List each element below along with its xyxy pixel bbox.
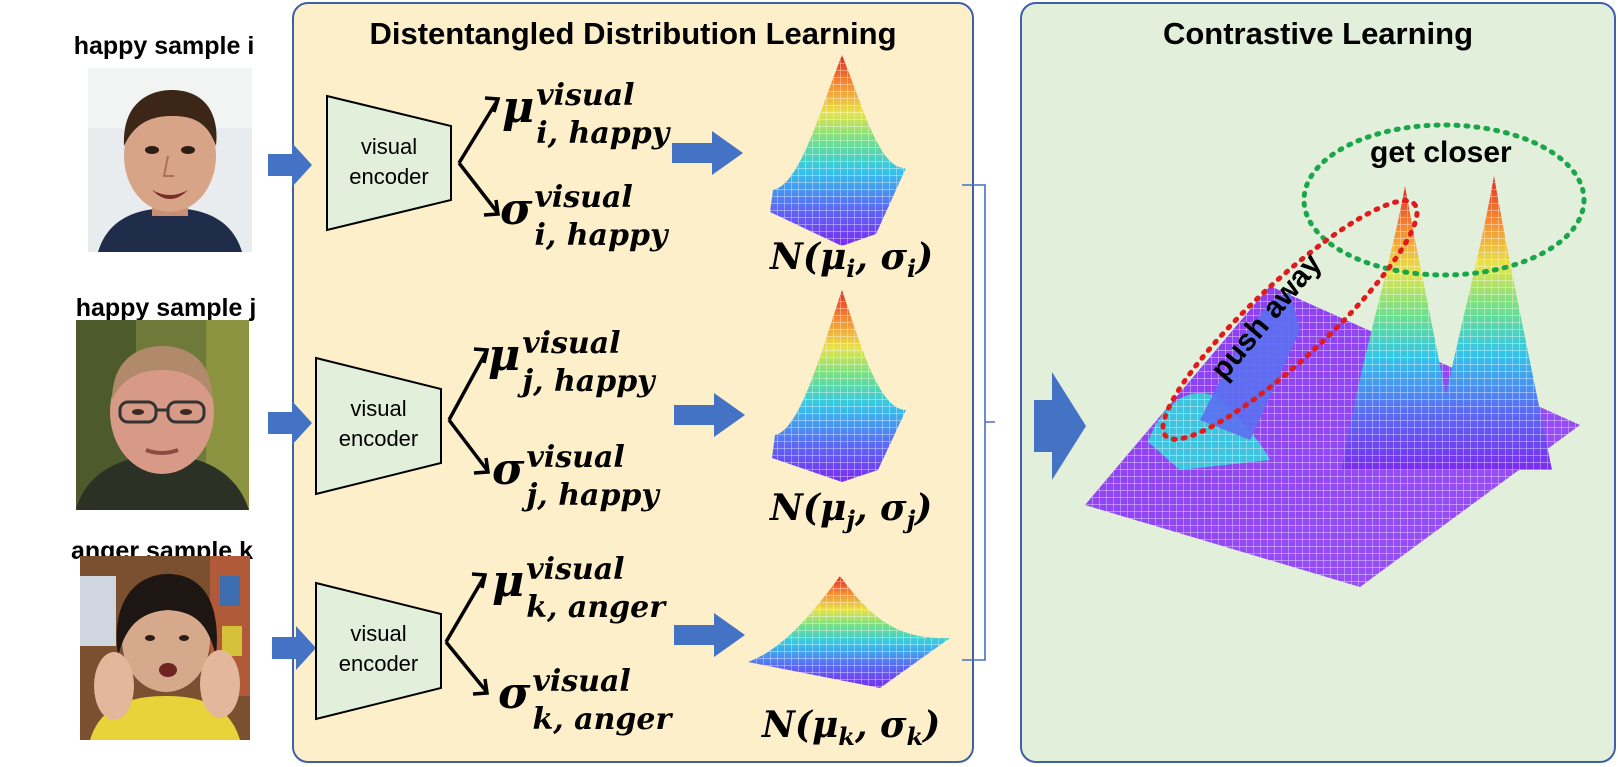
sigma-superscript: visual [526, 440, 625, 475]
contrastive-surface [1085, 176, 1580, 587]
arrow-to-distribution-j [674, 393, 745, 437]
visual-encoder-k-shape [315, 581, 442, 721]
encoder-label-line1: visual [350, 396, 407, 421]
sigma-formula-i: σ visual i, happy [500, 180, 667, 253]
sigma-formula-j: σ visual j, happy [492, 440, 659, 513]
encoder-label-line1: visual [350, 621, 407, 646]
get-closer-label: get closer [1370, 136, 1512, 169]
mu-formula-j: μ visual j, happy [488, 326, 655, 399]
get-closer-ellipse [1301, 122, 1587, 278]
encoder-label-line2: encoder [349, 164, 429, 189]
gaussian-surface-k [748, 576, 950, 688]
face-image-sample-j [76, 320, 249, 510]
mu-subscript: k, anger [526, 590, 666, 625]
mu-superscript: visual [526, 552, 625, 587]
mu-formula-i: μ visual i, happy [502, 78, 669, 151]
sigma-superscript: visual [534, 180, 633, 215]
gaussian-surface-j [772, 290, 906, 482]
mu-symbol: μ [492, 556, 525, 607]
visual-encoder-j-shape [315, 356, 442, 496]
distribution-label-i: N(μi, σi) [770, 236, 934, 284]
mu-superscript: visual [522, 326, 621, 361]
sigma-formula-k: σ visual k, anger [498, 664, 671, 737]
encoder-label-line2: encoder [338, 426, 419, 451]
merge-bracket [962, 184, 995, 661]
face-image-sample-i [88, 68, 252, 252]
visual-encoder-i: visual encoder [327, 132, 451, 196]
encoder-label-line2: encoder [338, 651, 419, 676]
sigma-subscript: i, happy [534, 218, 668, 253]
sample-label-j: happy sample j [75, 294, 257, 322]
gaussian-surface-i [770, 55, 906, 246]
mu-formula-k: μ visual k, anger [492, 552, 665, 625]
sample-label-i: happy sample i [73, 32, 255, 60]
mu-symbol: μ [502, 82, 535, 133]
input-arrow-i [268, 143, 312, 187]
right-panel-title: Contrastive Learning [1162, 16, 1474, 51]
sigma-symbol: σ [492, 444, 525, 495]
input-arrow-k [272, 626, 316, 670]
distribution-label-k: N(μk, σk) [762, 704, 941, 752]
arrow-to-contrastive [1034, 372, 1086, 480]
visual-encoder-j: visual encoder [316, 394, 441, 458]
mu-symbol: μ [488, 330, 521, 381]
mu-superscript: visual [536, 78, 635, 113]
left-panel-title: Distentangled Distribution Learning [369, 16, 897, 51]
sigma-subscript: j, happy [526, 478, 659, 513]
fork-arrows-j [447, 347, 490, 475]
fork-arrows-k [444, 572, 489, 696]
input-arrow-j [268, 401, 312, 445]
visual-encoder-i-shape [326, 94, 452, 232]
mu-subscript: j, happy [522, 364, 655, 399]
encoder-label-line1: visual [360, 134, 418, 159]
sigma-superscript: visual [532, 664, 631, 699]
sigma-symbol: σ [500, 184, 533, 235]
visual-encoder-k: visual encoder [316, 619, 441, 683]
arrow-to-distribution-i [672, 131, 743, 175]
push-away-ellipse [1160, 198, 1420, 442]
sigma-symbol: σ [498, 668, 531, 719]
mu-subscript: i, happy [536, 116, 670, 151]
face-image-sample-k [80, 556, 250, 740]
fork-arrows-i [457, 96, 501, 217]
arrow-to-distribution-k [674, 613, 745, 657]
distribution-label-j: N(μj, σj) [770, 487, 933, 535]
sigma-subscript: k, anger [532, 702, 672, 737]
